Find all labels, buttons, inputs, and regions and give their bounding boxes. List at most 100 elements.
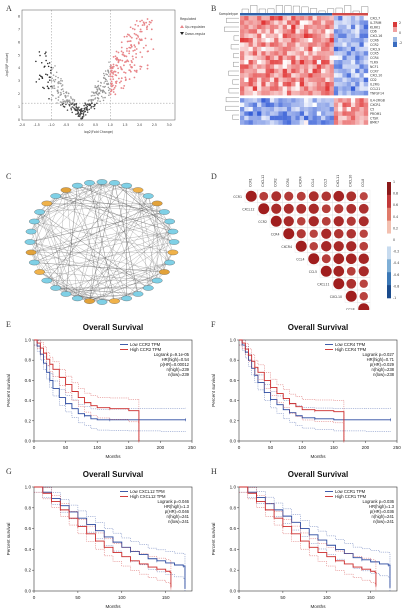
heatmap-cell [316, 16, 322, 21]
heatmap-cell [299, 120, 305, 125]
heatmap-cell [308, 98, 313, 103]
heatmap-cell [299, 115, 305, 121]
heatmap-cell [304, 64, 309, 69]
heatmap-cell [257, 82, 262, 87]
heatmap-cell [325, 111, 330, 116]
heatmap-cell [240, 102, 245, 108]
data-point [78, 115, 81, 118]
data-point [129, 69, 131, 72]
heatmap-cell [295, 46, 300, 52]
heatmap-cell [338, 20, 343, 25]
data-point [111, 75, 114, 78]
heatmap-cell [261, 24, 266, 30]
heatmap-cell [325, 20, 330, 25]
heatmap-cell [248, 42, 253, 47]
data-point [41, 62, 43, 64]
group-bar-low [240, 13, 333, 16]
data-point [81, 115, 84, 118]
heatmap-cell [291, 77, 296, 83]
corr-circle [308, 191, 319, 202]
network-edge [34, 182, 115, 222]
heatmap-cell [338, 64, 343, 69]
data-point [102, 89, 105, 92]
heatmap-cell [316, 20, 322, 25]
heatmap-cell [321, 64, 326, 69]
panel-c-network: C [0, 170, 205, 310]
heatmap-cell [240, 111, 245, 116]
network-node [24, 239, 36, 245]
heatmap-cell [338, 86, 343, 91]
heatmap-cell [346, 42, 352, 47]
data-point [103, 86, 106, 88]
heatmap-cell [286, 60, 292, 65]
heatmap-cell [278, 68, 283, 74]
network-node [159, 209, 170, 215]
heatmap-cell [363, 107, 369, 112]
legend-label: High CCR4 TPM [335, 347, 367, 352]
ci-lower [34, 491, 172, 591]
data-point [92, 91, 95, 94]
colorbar-tick: -0.6 [393, 273, 399, 277]
network-edge [89, 182, 115, 302]
heatmap-cell [355, 42, 360, 47]
network-node [142, 285, 154, 291]
network-edge [30, 195, 56, 253]
heatmap-cell [333, 115, 339, 121]
heatmap-cell [333, 46, 339, 52]
heatmap-cell [325, 73, 330, 78]
heatmap-cell [240, 68, 245, 74]
heatmap-cell [350, 24, 356, 30]
heatmap-cell [299, 24, 305, 30]
data-point [118, 81, 121, 84]
heatmap-cell [355, 38, 360, 43]
heatmap-cell [321, 46, 326, 52]
corr-circle [296, 191, 306, 201]
data-point [117, 67, 120, 70]
row-gene-label: CCR1 [233, 195, 242, 199]
heatmap-cell [355, 77, 360, 83]
heatmap-cell [286, 102, 292, 108]
data-point [130, 66, 133, 68]
data-point [103, 90, 106, 93]
heatmap-cell [291, 82, 296, 87]
heatmap-cell [338, 102, 343, 108]
data-point [126, 47, 128, 50]
row-gene-label: CXCR4 [281, 245, 292, 249]
colorbar-stop [387, 220, 391, 234]
heatmap-cell [342, 73, 347, 78]
data-point [101, 91, 104, 94]
corr-circle [296, 203, 307, 214]
data-point [52, 94, 54, 97]
heatmap-cell [274, 16, 279, 21]
heatmap-cell [316, 90, 322, 96]
heatmap-cell [265, 46, 271, 52]
data-point [150, 38, 153, 41]
data-point [92, 105, 94, 108]
y-tick-label: 3 [18, 79, 20, 83]
heatmap-cell [333, 55, 339, 61]
data-point [49, 76, 51, 78]
heatmap-cell [252, 38, 258, 43]
data-point [131, 55, 134, 58]
heatmap-cell [278, 98, 283, 103]
data-point [110, 69, 113, 72]
heatmap-cell [299, 73, 305, 78]
heatmap-cell [359, 24, 364, 30]
data-point [64, 94, 67, 97]
colorbar-tick: -1 [393, 296, 396, 300]
row-dendrogram-branch [228, 88, 239, 94]
heatmap-cell [359, 86, 364, 91]
heatmap-cell [329, 73, 335, 78]
data-point [83, 111, 86, 113]
heatmap-cell [363, 68, 369, 74]
heatmap-cell [325, 16, 330, 21]
gene-label: CCR5 [370, 52, 379, 56]
stat-label: n(high)=241 [372, 514, 395, 519]
heatmap-cell [359, 60, 364, 65]
data-point [47, 81, 49, 83]
data-point [66, 102, 68, 104]
legend-label: Down-regulated [185, 32, 205, 36]
data-point [133, 28, 136, 31]
heatmap-cell [291, 38, 296, 43]
heatmap-cell [278, 24, 283, 30]
